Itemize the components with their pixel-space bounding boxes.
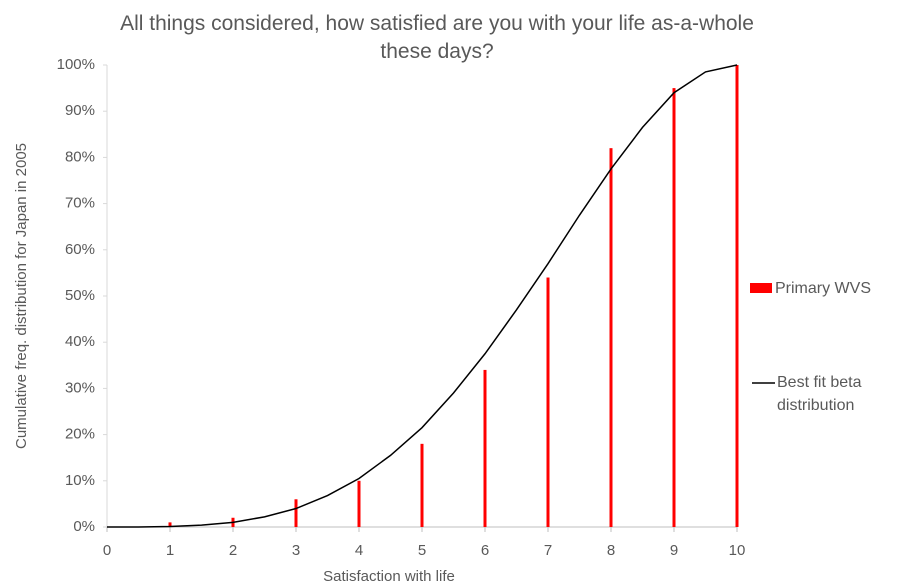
x-tick-label: 5 [418,542,426,559]
y-tick-label: 80% [65,148,95,165]
y-tick-label: 60% [65,241,95,258]
bar [609,148,613,527]
legend-swatch [750,283,772,293]
y-tick-label: 100% [57,56,95,73]
x-tick-label: 6 [481,542,489,559]
bar [546,277,550,527]
y-axis-label: Cumulative freq. distribution for Japan … [13,143,30,449]
y-tick-label: 40% [65,333,95,350]
x-tick-label: 7 [544,542,552,559]
bar [420,443,424,527]
x-axis-label: Satisfaction with life [323,568,455,585]
y-tick-label: 20% [65,426,95,443]
y-tick-label: 90% [65,102,95,119]
y-tick-label: 30% [65,379,95,396]
bar [672,88,676,527]
bar [483,369,487,527]
bar [357,480,361,527]
fit-line [107,64,738,528]
legend-label: Primary WVS [775,280,871,297]
legend-label: Best fit beta distribution [777,374,862,414]
chart-title: All things considered, how satisfied are… [120,12,754,63]
y-tick-label: 70% [65,195,95,212]
x-tick-label: 1 [166,542,174,559]
x-tick-label: 0 [103,542,111,559]
x-tick-label: 9 [670,542,678,559]
y-tick-label: 10% [65,472,95,489]
x-tick-label: 2 [229,542,237,559]
bar [168,522,172,527]
x-tick-label: 10 [729,542,746,559]
bar [735,65,739,527]
y-tick-label: 50% [65,287,95,304]
x-tick-label: 3 [292,542,300,559]
x-tick-label: 8 [607,542,615,559]
x-tick-label: 4 [355,542,363,559]
y-tick-label: 0% [73,518,95,535]
bar [294,499,298,527]
